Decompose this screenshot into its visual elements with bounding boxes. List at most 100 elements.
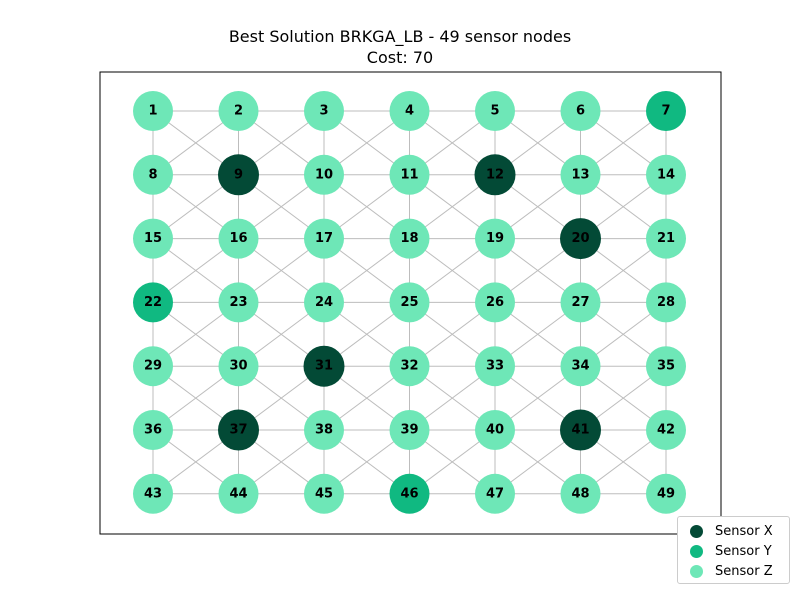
sensor-node-label: 20	[571, 231, 589, 246]
sensor-node-circle	[133, 218, 173, 259]
legend-marker-y	[690, 544, 703, 558]
sensor-node-circle	[218, 346, 259, 387]
sensor-node-label: 12	[486, 167, 504, 182]
sensor-node-circle	[218, 91, 259, 131]
sensor-node: 24	[304, 282, 344, 323]
sensor-node-label: 40	[486, 423, 504, 438]
sensor-node-label: 10	[315, 167, 333, 182]
sensor-node-label: 2	[234, 104, 243, 119]
sensor-node: 1	[133, 91, 173, 131]
sensor-node-circle	[560, 91, 601, 131]
sensor-node-label: 45	[315, 486, 333, 501]
sensor-node-circle	[646, 282, 686, 323]
sensor-node-circle	[389, 410, 430, 450]
sensor-node: 2	[218, 91, 259, 131]
sensor-node-circle	[133, 91, 173, 131]
sensor-node-label: 34	[571, 359, 589, 374]
sensor-node-circle	[218, 154, 259, 196]
sensor-node: 40	[475, 410, 515, 450]
sensor-node-circle	[304, 218, 344, 259]
legend: Sensor X Sensor Y Sensor Z	[677, 516, 790, 584]
sensor-node: 31	[303, 345, 345, 387]
sensor-node: 17	[304, 218, 344, 259]
sensor-node-label: 11	[400, 167, 418, 182]
sensor-node: 15	[133, 218, 173, 259]
sensor-node-label: 29	[144, 359, 162, 374]
plot-frame	[99, 71, 722, 535]
sensor-node-label: 1	[148, 104, 157, 119]
sensor-node-label: 6	[576, 104, 585, 119]
sensor-node-label: 24	[315, 295, 333, 310]
sensor-node-circle	[560, 282, 601, 323]
sensor-node-label: 35	[657, 359, 675, 374]
sensor-node: 23	[218, 282, 259, 323]
sensor-node-label: 37	[229, 423, 247, 438]
sensor-node: 16	[218, 218, 259, 259]
sensor-node-circle	[304, 282, 344, 323]
sensor-node-circle	[475, 282, 515, 323]
sensor-node-circle	[646, 346, 686, 387]
sensor-node-circle	[218, 218, 259, 259]
sensor-node: 11	[389, 154, 430, 195]
sensor-node: 4	[389, 91, 430, 131]
sensor-node-circle	[475, 218, 515, 259]
sensor-node-circle	[646, 218, 686, 259]
sensor-node: 26	[475, 282, 515, 323]
sensor-node-label: 7	[661, 104, 670, 119]
sensor-node-circle	[560, 346, 601, 387]
sensor-node-circle	[303, 345, 345, 387]
sensor-node-label: 13	[571, 167, 589, 182]
sensor-node: 19	[475, 218, 515, 259]
sensor-node-circle	[560, 218, 601, 260]
sensor-node-label: 41	[571, 423, 589, 438]
sensor-node-circle	[218, 409, 259, 451]
sensor-node-label: 33	[486, 359, 504, 374]
sensor-node: 6	[560, 91, 601, 131]
sensor-node-label: 36	[144, 423, 162, 438]
sensor-node-label: 22	[144, 295, 162, 310]
sensor-node-circle	[646, 154, 686, 195]
sensor-node-label: 43	[144, 486, 162, 501]
sensor-node: 7	[646, 91, 686, 131]
legend-item-sensor-y: Sensor Y	[690, 541, 772, 561]
sensor-node: 32	[389, 346, 430, 387]
legend-label-x: Sensor X	[715, 523, 773, 539]
sensor-node: 43	[133, 473, 173, 514]
sensor-node-label: 32	[400, 359, 418, 374]
sensor-node: 5	[475, 91, 515, 131]
sensor-node-label: 3	[319, 104, 328, 119]
sensor-node-label: 48	[571, 486, 589, 501]
sensor-node-circle	[304, 410, 344, 450]
sensor-node-circle	[389, 282, 430, 323]
sensor-node-circle	[475, 410, 515, 450]
sensor-node-circle	[560, 409, 601, 451]
sensor-node-label: 49	[657, 486, 675, 501]
sensor-node-circle	[646, 91, 686, 131]
sensor-node-label: 31	[315, 359, 333, 374]
sensor-node: 42	[646, 410, 686, 450]
sensor-node: 48	[560, 473, 601, 514]
sensor-node-circle	[304, 91, 344, 131]
sensor-node-label: 47	[486, 486, 504, 501]
chart-title: Best Solution BRKGA_LB - 49 sensor nodes	[228, 27, 572, 46]
sensor-node-label: 44	[229, 486, 247, 501]
sensor-node: 49	[646, 473, 686, 514]
sensor-node-circle	[389, 473, 430, 514]
sensor-node-label: 25	[400, 295, 418, 310]
sensor-node: 45	[304, 473, 344, 514]
sensor-node-label: 19	[486, 231, 504, 246]
sensor-node: 9	[218, 154, 259, 196]
sensor-node: 13	[560, 154, 601, 195]
sensor-node: 18	[389, 218, 430, 259]
sensor-node: 39	[389, 410, 430, 450]
sensor-node-circle	[646, 473, 686, 514]
sensor-node-circle	[304, 154, 344, 195]
sensor-node-label: 23	[229, 295, 247, 310]
sensor-node-label: 15	[144, 231, 162, 246]
sensor-node-label: 26	[486, 295, 504, 310]
sensor-node-circle	[560, 473, 601, 514]
sensor-node: 30	[218, 346, 259, 387]
sensor-node-label: 18	[400, 231, 418, 246]
sensor-node: 27	[560, 282, 601, 323]
sensor-node-circle	[646, 410, 686, 450]
